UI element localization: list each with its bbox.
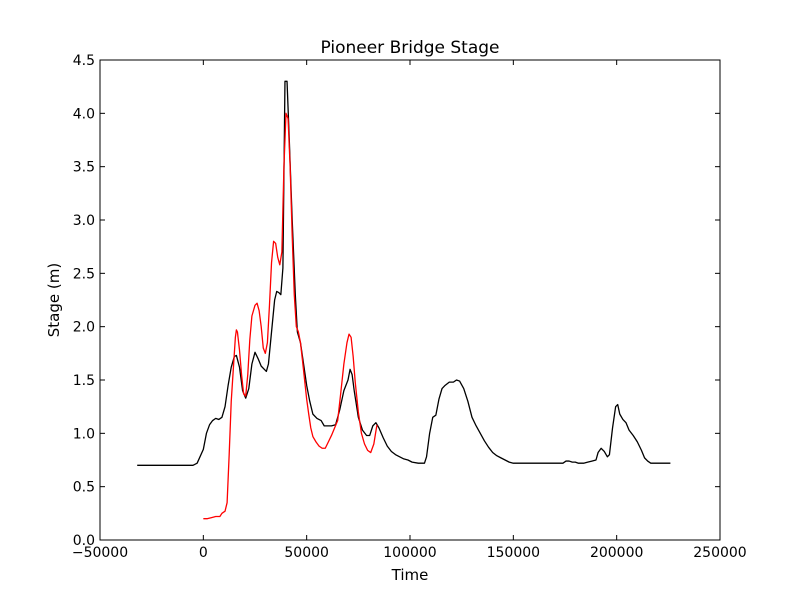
series-line-1 [137,80,671,466]
series-line-2 [203,112,378,520]
y-tick-label: 4.0 [73,106,95,122]
y-axis-label: Stage (m) [45,263,63,337]
x-tick-label: 150000 [487,545,540,561]
y-tick-label: 3.0 [73,213,95,229]
y-tick-label: 3.5 [73,160,95,176]
x-tick-label: 0 [199,545,208,561]
y-tick-label: 4.5 [73,53,95,69]
y-tick-label: 0.0 [73,533,95,549]
y-tick-label: 1.5 [73,373,95,389]
x-tick-label: 200000 [590,545,643,561]
x-tick-label: 50000 [284,545,329,561]
y-tick-label: 2.5 [73,266,95,282]
x-tick-label: −50000 [72,545,128,561]
x-tick-label: 100000 [383,545,436,561]
x-axis-label: Time [391,566,429,584]
axis-ticks: −50000 0 50000 100000 150000 200000 250000 0.0 0… [72,53,747,561]
y-tick-label: 1.0 [73,426,95,442]
x-tick-label: 250000 [693,545,746,561]
plot-area [137,80,671,520]
y-tick-label: 0.5 [73,480,95,496]
chart-title: Pioneer Bridge Stage [320,38,499,58]
y-tick-label: 2.0 [73,320,95,336]
